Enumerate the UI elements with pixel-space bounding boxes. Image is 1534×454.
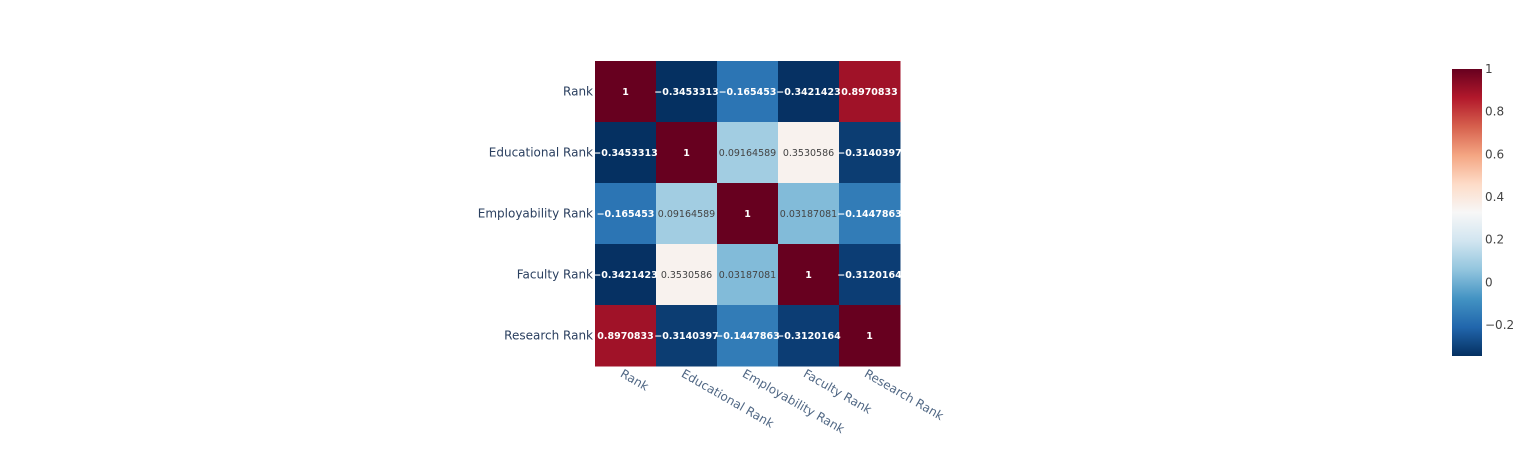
heatmap-cell-label: 1 xyxy=(805,270,812,281)
heatmap-cell xyxy=(717,61,779,123)
heatmap-cell xyxy=(717,305,779,367)
x-tick-label: Research Rank xyxy=(862,366,946,423)
heatmap-cell-labels: 1 −0.3453313 −0.165453 −0.3421423 0.8970833−… xyxy=(593,87,902,342)
heatmap-cell xyxy=(656,305,718,367)
heatmap-cell xyxy=(839,244,901,306)
heatmap-cell-label: 0.09164589 xyxy=(658,209,715,220)
heatmap-cell xyxy=(717,183,779,245)
heatmap-cell xyxy=(778,305,840,367)
heatmap-cell-label: −0.3120164 xyxy=(837,270,902,281)
y-tick-label: Educational Rank xyxy=(489,146,593,160)
heatmap-cell xyxy=(839,305,901,367)
colorbar-tick-label: 1 xyxy=(1485,62,1493,76)
heatmap-cell-label: 1 xyxy=(622,87,629,98)
y-tick-label: Employability Rank xyxy=(478,207,593,221)
colorbar-tick-label: 0.8 xyxy=(1485,105,1504,119)
heatmap-cell xyxy=(839,61,901,123)
heatmap-cell-label: 0.8970833 xyxy=(841,87,898,98)
heatmap-cell xyxy=(717,244,779,306)
heatmap-cell xyxy=(595,244,657,306)
heatmap-cell xyxy=(595,183,657,245)
colorbar: −0.2 0 0.2 0.4 0.6 0.8 1 xyxy=(1452,62,1514,356)
y-tick-label: Rank xyxy=(563,85,593,99)
colorbar-tick-label: −0.2 xyxy=(1485,318,1514,332)
heatmap-cell xyxy=(717,122,779,184)
heatmap-cell-label: −0.165453 xyxy=(719,87,777,98)
y-axis: Rank Educational Rank Employability Rank Fa… xyxy=(478,85,593,343)
heatmap-cell xyxy=(595,305,657,367)
heatmap-cell-label: 0.8970833 xyxy=(597,331,654,342)
heatmap-cell xyxy=(778,61,840,123)
heatmap-cell-label: 1 xyxy=(744,209,751,220)
y-tick-label: Faculty Rank xyxy=(517,268,593,282)
heatmap-cell-label: 0.03187081 xyxy=(780,209,837,220)
heatmap-cell xyxy=(778,244,840,306)
heatmap-cell xyxy=(778,183,840,245)
heatmap-cell xyxy=(778,122,840,184)
heatmap-cell-label: −0.3140397 xyxy=(654,331,718,342)
colorbar-tick-label: 0.2 xyxy=(1485,233,1504,247)
colorbar-tick-label: 0.4 xyxy=(1485,190,1504,204)
y-tick-label: Research Rank xyxy=(504,329,593,343)
heatmap-cell xyxy=(656,244,718,306)
x-tick-label: Rank xyxy=(618,366,651,393)
heatmap-cell-label: 0.09164589 xyxy=(719,148,776,159)
heatmap-cells xyxy=(595,61,901,367)
heatmap-cell xyxy=(839,183,901,245)
heatmap-cell-label: −0.3140397 xyxy=(837,148,901,159)
heatmap-cell xyxy=(656,122,718,184)
heatmap-cell-label: 0.03187081 xyxy=(719,270,776,281)
colorbar-tick-label: 0 xyxy=(1485,275,1493,289)
heatmap-cell xyxy=(656,183,718,245)
heatmap-cell-label: −0.3453313 xyxy=(654,87,718,98)
heatmap-cell-label: −0.3421423 xyxy=(776,87,840,98)
heatmap-cell xyxy=(656,61,718,123)
heatmap-cell-label: −0.165453 xyxy=(597,209,655,220)
x-tick-label: Employability Rank xyxy=(740,366,847,436)
heatmap-cell xyxy=(839,122,901,184)
heatmap-cell-label: −0.3120164 xyxy=(776,331,841,342)
heatmap-cell-label: 0.3530586 xyxy=(661,270,712,281)
heatmap-cell-label: −0.3421423 xyxy=(593,270,657,281)
heatmap-cell-label: 1 xyxy=(683,148,690,159)
heatmap-cell-label: −0.1447863 xyxy=(837,209,901,220)
colorbar-gradient xyxy=(1452,69,1482,356)
heatmap-cell-label: −0.3453313 xyxy=(593,148,657,159)
heatmap-cell xyxy=(595,61,657,123)
heatmap-cell-label: 1 xyxy=(866,331,873,342)
heatmap-cell xyxy=(595,122,657,184)
colorbar-tick-label: 0.6 xyxy=(1485,147,1504,161)
heatmap-cell-label: 0.3530586 xyxy=(783,148,834,159)
heatmap-cell-label: −0.1447863 xyxy=(715,331,779,342)
